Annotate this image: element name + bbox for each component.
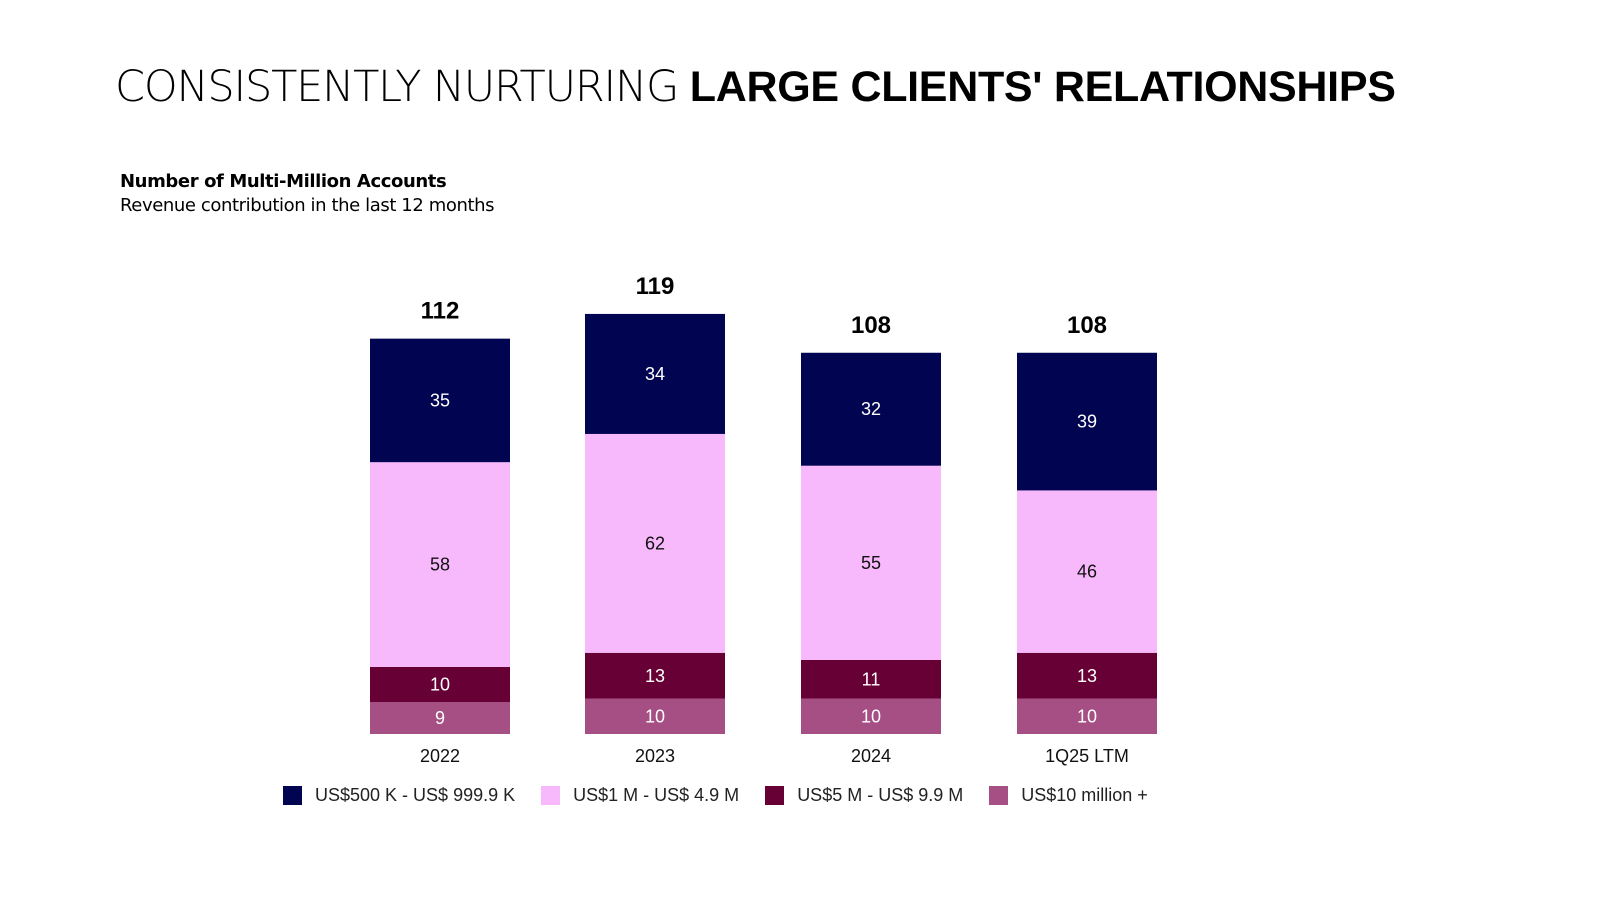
segment-value-label: 55 (861, 553, 881, 573)
chart-heading: Number of Multi-Million Accounts Revenue… (120, 170, 495, 218)
bar-segment (585, 433, 725, 653)
bar-segment (585, 698, 725, 734)
legend-item: US$5 M - US$ 9.9 M (765, 785, 963, 806)
legend-swatch (541, 786, 561, 805)
segment-value-label: 35 (430, 390, 450, 410)
bar-total-label: 112 (421, 298, 460, 325)
bar-segment (801, 465, 941, 660)
x-tick-label: 2024 (851, 746, 891, 766)
bar-segment (1017, 352, 1157, 491)
legend-item: US$500 K - US$ 999.9 K (283, 785, 515, 806)
bar-segment (1017, 698, 1157, 734)
segment-value-label: 13 (1077, 666, 1097, 686)
chart-legend: US$500 K - US$ 999.9 K US$1 M - US$ 4.9 M… (283, 785, 1174, 806)
bar-segment (370, 338, 510, 463)
legend-swatch (989, 786, 1009, 805)
segment-value-label: 10 (861, 706, 881, 726)
segment-value-label: 58 (430, 555, 450, 575)
segment-value-label: 10 (430, 675, 450, 695)
segment-value-label: 39 (1077, 412, 1097, 432)
bar-segment (1017, 490, 1157, 653)
legend-item: US$10 million + (989, 785, 1148, 806)
bar-total-label: 108 (851, 312, 891, 339)
bar-segment (585, 652, 725, 699)
x-tick-label: 2022 (420, 746, 460, 766)
legend-swatch (283, 786, 302, 805)
bar-segment (585, 313, 725, 434)
bar-segment (370, 666, 510, 703)
page-title: CONSISTENTLY NURTURING LARGE CLIENTS' RE… (115, 58, 1396, 116)
legend-label: US$5 M - US$ 9.9 M (797, 785, 964, 805)
legend-label: US$10 million + (1021, 785, 1148, 805)
chart-title: Number of Multi-Million Accounts (120, 171, 447, 192)
segment-value-label: 62 (645, 533, 665, 553)
segment-value-label: 34 (645, 364, 665, 384)
page-title-bold: LARGE CLIENTS' RELATIONSHIPS (689, 63, 1396, 111)
legend-label: US$1 M - US$ 4.9 M (573, 785, 740, 805)
segment-value-label: 11 (862, 669, 881, 689)
segment-value-label: 10 (1077, 706, 1097, 726)
bar-total-label: 119 (636, 273, 675, 300)
segment-value-label: 9 (435, 708, 445, 728)
segment-value-label: 13 (645, 666, 665, 686)
bar-segment (1017, 652, 1157, 699)
bar-segment (370, 702, 510, 734)
page-title-light: CONSISTENTLY NURTURING (115, 62, 679, 112)
x-tick-label: 2023 (635, 746, 675, 766)
bar-segment (370, 462, 510, 667)
segment-value-label: 10 (645, 706, 665, 726)
legend-item: US$1 M - US$ 4.9 M (541, 785, 739, 806)
segment-value-label: 46 (1077, 562, 1097, 582)
bar-total-label: 108 (1067, 312, 1107, 339)
bar-segment (801, 698, 941, 734)
bar-segment (801, 352, 941, 466)
segment-value-label: 32 (861, 399, 881, 419)
legend-label: US$500 K - US$ 999.9 K (315, 785, 516, 805)
x-tick-label: 1Q25 LTM (1045, 746, 1129, 766)
bar-segment (801, 659, 941, 699)
chart-subtitle: Revenue contribution in the last 12 mont… (120, 195, 495, 216)
legend-swatch (765, 786, 785, 805)
